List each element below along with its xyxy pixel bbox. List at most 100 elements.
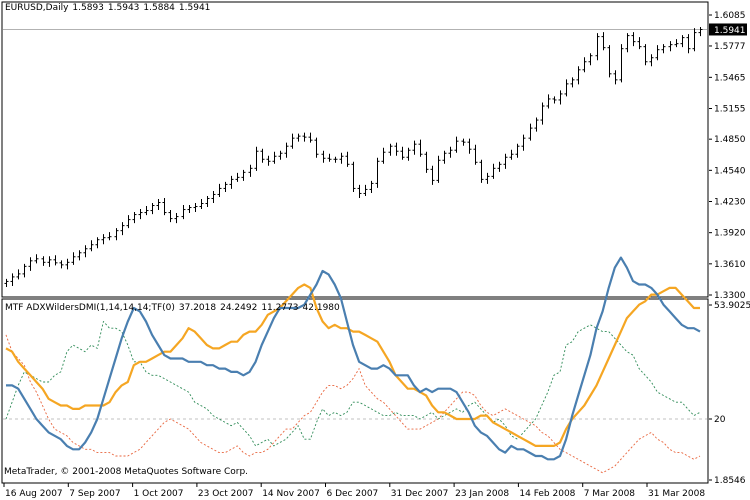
ohlc-bar xyxy=(217,183,222,197)
ohlc-bar xyxy=(229,175,234,189)
ohlc-bar xyxy=(351,161,356,192)
ohlc-bar xyxy=(28,257,33,271)
open-value: 1.5893 xyxy=(72,3,104,13)
current-price-tag xyxy=(709,23,747,36)
ohlc-bar xyxy=(570,77,575,88)
ohlc-bar xyxy=(552,96,557,104)
price-tick-label: 1.5777 xyxy=(714,42,746,52)
ohlc-bar xyxy=(272,151,277,164)
ohlc-bar xyxy=(89,240,94,252)
date-tick-label: 31 Mar 2008 xyxy=(648,489,705,499)
indicator-tick-label: 20 xyxy=(714,415,726,425)
ohlc-bar xyxy=(406,147,411,161)
date-tick-label: 6 Dec 2007 xyxy=(327,489,379,499)
ohlc-bar xyxy=(77,250,82,261)
ohlc-bar xyxy=(193,203,198,213)
ohlc-bar xyxy=(22,263,27,278)
ohlc-bar xyxy=(546,94,551,109)
ohlc-bar xyxy=(150,203,155,215)
price-tick-label: 1.4230 xyxy=(714,197,746,207)
ohlc-bar xyxy=(278,150,283,160)
ohlc-bar xyxy=(162,197,167,216)
adxr-value: 42.1980 xyxy=(302,303,340,313)
main-chart-header: EURUSD,Daily 1.5893 1.5943 1.5884 1.5941 xyxy=(5,3,211,13)
ohlc-bar xyxy=(467,138,472,154)
ohlc-bar xyxy=(47,256,52,267)
ohlc-bar xyxy=(187,205,192,214)
ohlc-bar xyxy=(296,133,301,142)
ohlc-bar xyxy=(582,57,587,73)
ohlc-bar xyxy=(181,205,186,220)
ohlc-bar xyxy=(515,143,520,158)
ohlc-bar xyxy=(138,209,143,220)
ohlc-bar xyxy=(314,137,319,158)
indicator-tick-label: 1.8546 xyxy=(714,476,746,486)
ohlc-bar xyxy=(41,256,46,266)
price-tick-label: 1.3610 xyxy=(714,260,746,270)
ohlc-bar xyxy=(156,198,161,211)
adx-line xyxy=(6,256,701,461)
ohlc-bar xyxy=(199,198,204,210)
ohlc-bar xyxy=(698,26,703,37)
ohlc-bar xyxy=(485,172,490,184)
ohlc-bar xyxy=(643,44,648,66)
ohlc-bar xyxy=(564,79,569,97)
minus-di-value: 11.2773 xyxy=(261,303,299,313)
date-tick-label: 7 Mar 2008 xyxy=(584,489,636,499)
ohlc-bar xyxy=(107,232,112,241)
ohlc-bar xyxy=(576,66,581,85)
ohlc-bar xyxy=(661,44,666,54)
ohlc-bar xyxy=(540,102,545,125)
main-chart-frame xyxy=(1,1,709,298)
ohlc-bar xyxy=(686,34,691,54)
ohlc-bar xyxy=(302,132,307,142)
date-tick-label: 14 Nov 2007 xyxy=(262,489,320,499)
price-tick-label: 1.3300 xyxy=(714,291,746,301)
price-tick-label: 1.5465 xyxy=(714,73,746,83)
date-tick-label: 23 Oct 2007 xyxy=(198,489,254,499)
ohlc-bar xyxy=(424,151,429,173)
date-tick-label: 23 Jan 2008 xyxy=(455,489,509,499)
ohlc-bar xyxy=(363,184,368,196)
ohlc-bar xyxy=(339,152,344,164)
ohlc-bar xyxy=(588,53,593,66)
plus-di-value: 24.2492 xyxy=(220,303,258,313)
ohlc-bar xyxy=(509,149,514,160)
ohlc-bar xyxy=(601,32,606,51)
ohlc-bar xyxy=(4,278,9,287)
ohlc-bar xyxy=(53,255,58,266)
ohlc-bar xyxy=(619,44,624,83)
ohlc-bar xyxy=(266,155,271,166)
ohlc-bar xyxy=(126,215,131,229)
ohlc-bar xyxy=(454,136,459,153)
ohlc-bar xyxy=(430,165,435,185)
ohlc-bar xyxy=(448,146,453,158)
ohlc-bar xyxy=(144,206,149,216)
ohlc-bar xyxy=(436,155,441,183)
ohlc-bar xyxy=(71,252,76,265)
ohlc-bar xyxy=(607,45,612,78)
ohlc-bar xyxy=(479,159,484,183)
ohlc-bar xyxy=(369,180,374,193)
ohlc-bar xyxy=(254,146,259,171)
ohlc-bar xyxy=(388,143,393,156)
ohlc-bar xyxy=(308,132,313,143)
date-tick-label: 1 Oct 2007 xyxy=(134,489,184,499)
ohlc-bar xyxy=(473,144,478,165)
low-value: 1.5884 xyxy=(143,3,175,13)
ohlc-bar xyxy=(223,181,228,192)
ohlc-bar xyxy=(521,134,526,151)
ohlc-bar xyxy=(491,163,496,179)
ohlc-bar xyxy=(235,172,240,182)
timeframe-label: Daily xyxy=(45,3,69,13)
ohlc-bar xyxy=(168,210,173,223)
indicator-frame xyxy=(1,298,709,484)
ohlc-bar xyxy=(260,148,265,163)
plus-di-line xyxy=(5,321,701,447)
ohlc-bar xyxy=(613,70,618,85)
ohlc-bar xyxy=(558,90,563,105)
ohlc-bar xyxy=(333,156,338,163)
ohlc-bar xyxy=(120,222,125,236)
ohlc-bar xyxy=(16,269,21,280)
ohlc-bar xyxy=(394,142,399,156)
